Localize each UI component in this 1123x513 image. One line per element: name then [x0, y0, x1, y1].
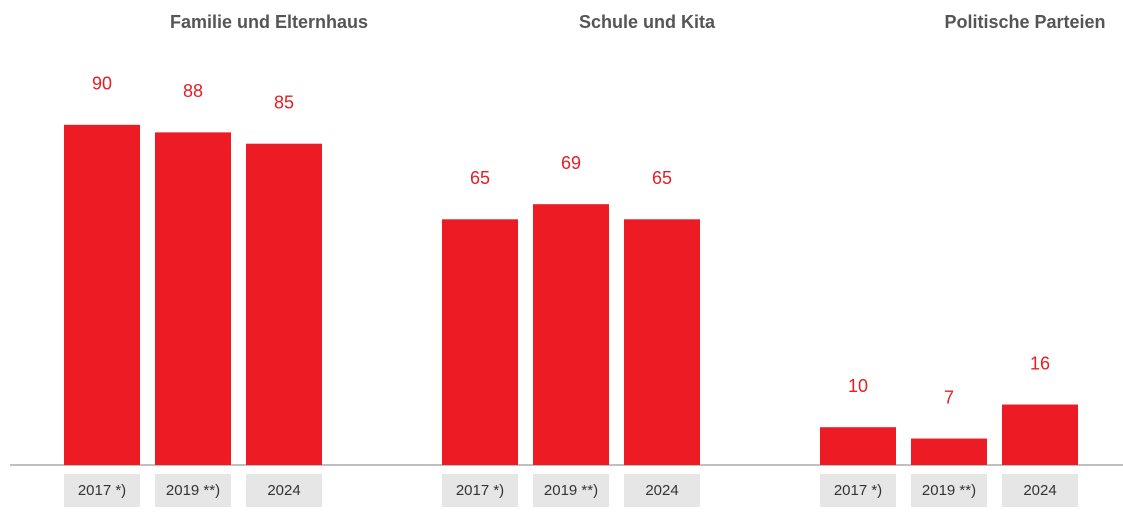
chart-title: Schule und Kita [579, 12, 716, 32]
category-box [442, 474, 518, 507]
bar [442, 219, 518, 465]
x-tick-label: 2019 **) [166, 482, 220, 499]
x-tick-label: 2019 **) [544, 482, 598, 499]
category-box [1002, 474, 1078, 507]
category-box [911, 474, 987, 507]
value-label: 16 [1030, 353, 1050, 373]
value-label: 7 [944, 387, 954, 407]
value-label: 65 [470, 168, 490, 188]
x-tick-label: 2024 [267, 482, 300, 499]
bar [1002, 404, 1078, 465]
category-box [624, 474, 700, 507]
x-tick-label: 2017 *) [834, 482, 882, 499]
bar [533, 204, 609, 465]
value-label: 10 [848, 376, 868, 396]
x-tick-label: 2024 [1023, 482, 1056, 499]
bar [246, 143, 322, 465]
category-box [155, 474, 231, 507]
chart-title: Familie und Elternhaus [170, 12, 368, 32]
value-label: 90 [92, 74, 112, 94]
bar [64, 124, 140, 466]
category-box [64, 474, 140, 507]
chart-title: Politische Parteien [944, 12, 1105, 32]
category-box [820, 474, 896, 507]
value-label: 88 [183, 81, 203, 101]
category-box [246, 474, 322, 507]
bar [155, 132, 231, 466]
bar [911, 438, 987, 465]
bar [624, 219, 700, 465]
x-tick-label: 2019 **) [922, 482, 976, 499]
value-label: 85 [274, 92, 294, 112]
value-label: 65 [652, 168, 672, 188]
x-tick-label: 2024 [645, 482, 678, 499]
bar [820, 427, 896, 465]
x-tick-label: 2017 *) [456, 482, 504, 499]
category-box [533, 474, 609, 507]
x-tick-label: 2017 *) [78, 482, 126, 499]
value-label: 69 [561, 153, 581, 173]
